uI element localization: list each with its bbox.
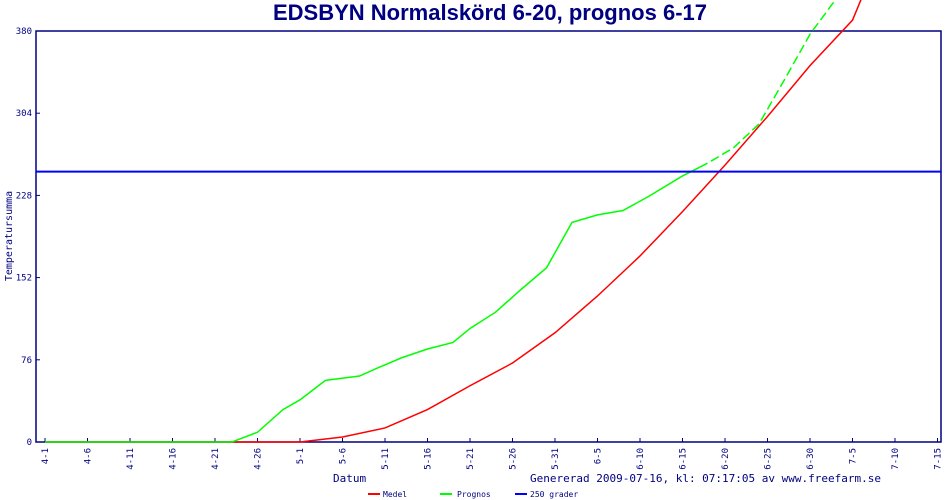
y-tick-label: 380 [16,27,32,37]
x-tick-label: 6-25 [764,448,774,470]
x-tick-label: 7-5 [849,448,859,464]
plot-frame [35,30,942,443]
series-line-prognos [45,166,700,443]
x-tick-label: 6-30 [806,448,816,470]
x-tick-label: 7-10 [891,448,901,470]
x-tick-label: 4-21 [211,448,221,470]
x-tick-label: 4-6 [84,448,94,464]
chart-title: EDSBYN Normalskörd 6-20, prognos 6-17 [272,0,707,25]
y-tick-label: 0 [27,438,32,448]
x-tick-label: 6-10 [636,448,646,470]
legend-label: Prognos [457,490,491,499]
y-tick-label: 304 [16,109,32,119]
x-tick-label: 5-16 [424,448,434,470]
x-tick-label: 4-1 [41,448,51,464]
footer-text: Genererad 2009-07-16, kl: 07:17:05 av ww… [530,472,881,485]
x-tick-label: 5-26 [509,448,519,470]
x-tick-label: 6-15 [679,448,689,470]
x-tick-label: 7-15 [934,448,944,470]
y-tick-label: 76 [21,356,32,366]
x-tick-label: 4-26 [254,448,264,470]
x-tick-label: 5-31 [551,448,561,470]
x-tick-label: 5-21 [466,448,476,470]
x-axis-label: Datum [333,472,366,485]
x-tick-label: 4-11 [126,448,136,470]
x-tick-label: 5-11 [381,448,391,470]
series-line-prognos-forecast [699,0,837,168]
legend-label: Medel [383,490,407,499]
legend-label: 250 grader [530,490,578,499]
x-tick-label: 4-16 [169,448,179,470]
series-line-medel [45,0,862,443]
x-tick-label: 6-20 [721,448,731,470]
x-tick-label: 5-1 [296,448,306,464]
x-tick-label: 6-5 [594,448,604,464]
y-tick-label: 152 [16,274,32,284]
x-tick-label: 5-6 [339,448,349,464]
y-tick-label: 228 [16,191,32,201]
y-axis-label: Temperatursumma [4,191,15,281]
